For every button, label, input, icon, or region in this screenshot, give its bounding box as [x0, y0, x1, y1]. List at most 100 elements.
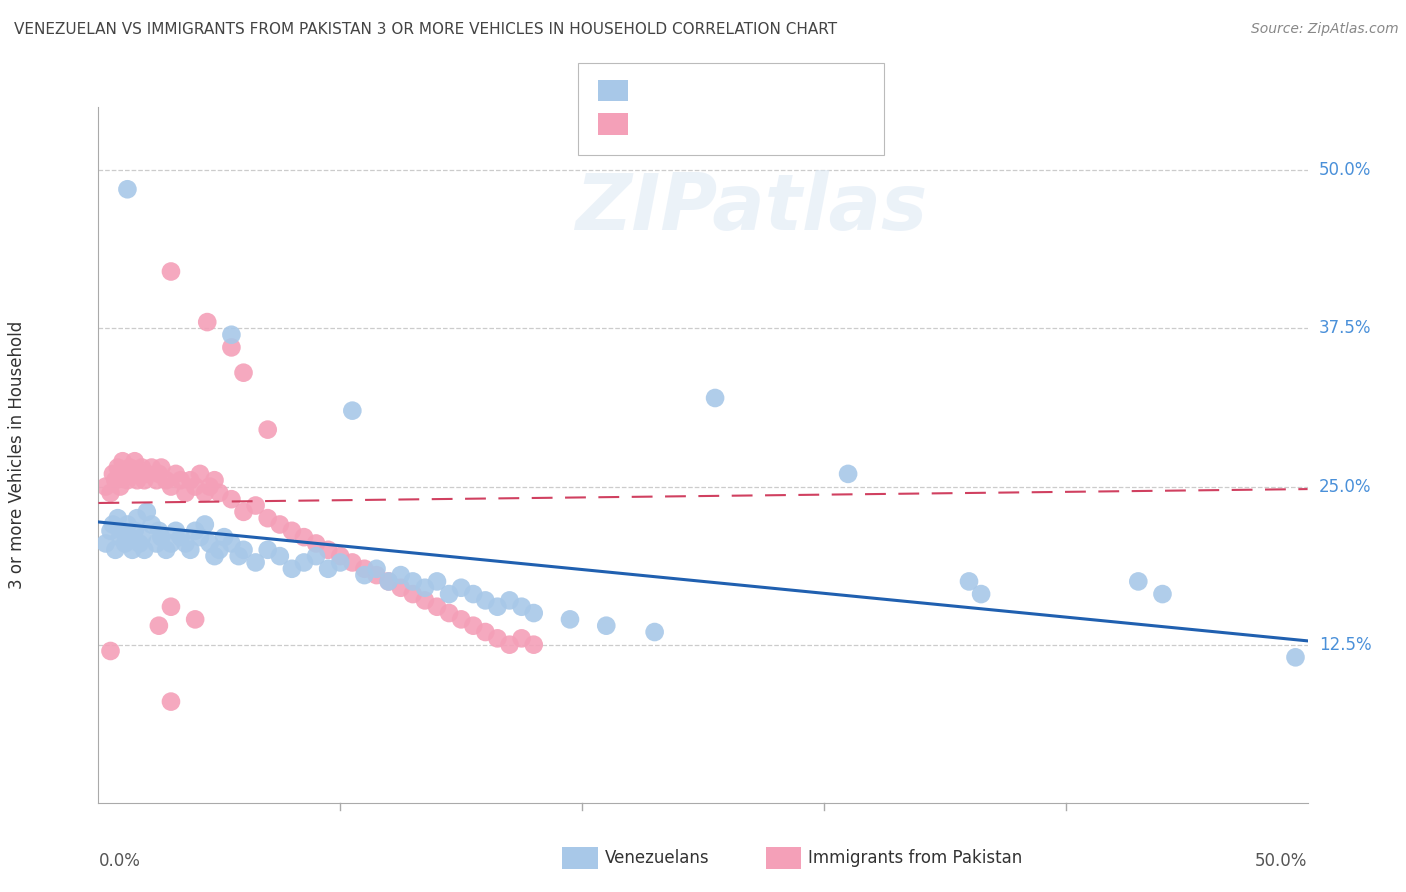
Text: R =: R =	[640, 81, 673, 95]
Point	[179, 473, 201, 487]
Point	[194, 517, 217, 532]
Point	[124, 454, 146, 468]
Point	[957, 574, 980, 589]
Point	[117, 517, 139, 532]
Point	[169, 530, 191, 544]
Point	[145, 536, 167, 550]
Point	[232, 366, 254, 380]
Point	[104, 542, 127, 557]
Point	[342, 403, 364, 417]
Point	[292, 556, 315, 570]
Text: 67: 67	[800, 81, 821, 95]
Point	[281, 524, 304, 538]
Point	[377, 574, 399, 589]
Point	[366, 562, 388, 576]
Text: 0.023: 0.023	[682, 115, 730, 129]
Point	[558, 612, 581, 626]
Point	[353, 562, 375, 576]
Point	[128, 536, 150, 550]
Point	[165, 524, 187, 538]
Point	[463, 587, 485, 601]
Point	[305, 549, 328, 563]
Point	[131, 460, 153, 475]
Point	[195, 315, 218, 329]
Text: -0.188: -0.188	[682, 81, 737, 95]
Point	[212, 530, 235, 544]
Point	[474, 593, 496, 607]
Point	[245, 499, 267, 513]
Point	[135, 467, 157, 481]
Point	[389, 568, 412, 582]
Point	[426, 574, 449, 589]
Point	[160, 695, 183, 709]
Point	[208, 486, 231, 500]
Point	[127, 511, 149, 525]
Point	[1284, 650, 1306, 665]
Point	[413, 581, 436, 595]
Point	[108, 479, 131, 493]
Point	[145, 473, 167, 487]
Point	[148, 467, 170, 481]
Point	[94, 536, 117, 550]
Point	[644, 625, 666, 640]
Point	[148, 618, 170, 632]
Point	[107, 460, 129, 475]
Point	[100, 486, 122, 500]
Point	[208, 542, 231, 557]
Point	[134, 542, 156, 557]
Text: 12.5%: 12.5%	[1319, 636, 1371, 654]
Point	[269, 517, 291, 532]
Point	[329, 556, 352, 570]
Point	[281, 562, 304, 576]
Point	[450, 581, 472, 595]
Point	[510, 632, 533, 646]
Text: Venezuelans: Venezuelans	[605, 849, 709, 867]
Point	[232, 542, 254, 557]
Point	[523, 606, 546, 620]
Point	[107, 511, 129, 525]
Point	[100, 524, 122, 538]
Point	[1128, 574, 1150, 589]
Point	[353, 568, 375, 582]
Point	[165, 467, 187, 481]
Point	[437, 606, 460, 620]
Point	[101, 467, 124, 481]
Point	[366, 568, 388, 582]
Point	[316, 562, 339, 576]
Point	[104, 473, 127, 487]
Point	[117, 473, 139, 487]
Point	[150, 530, 173, 544]
Point	[474, 625, 496, 640]
Point	[486, 632, 509, 646]
Point	[150, 460, 173, 475]
Point	[198, 536, 221, 550]
Point	[221, 536, 243, 550]
Point	[256, 511, 278, 525]
Point	[228, 549, 250, 563]
Point	[155, 542, 177, 557]
Point	[256, 423, 278, 437]
Point	[184, 612, 207, 626]
Point	[121, 542, 143, 557]
Point	[595, 618, 617, 632]
Point	[377, 574, 399, 589]
Point	[100, 644, 122, 658]
Point	[184, 479, 207, 493]
Point	[426, 599, 449, 614]
Point	[114, 467, 136, 481]
Point	[131, 530, 153, 544]
Point	[498, 593, 520, 607]
Point	[121, 467, 143, 481]
Point	[450, 612, 472, 626]
Point	[245, 556, 267, 570]
Point	[148, 524, 170, 538]
Text: R =: R =	[640, 115, 673, 129]
Point	[101, 517, 124, 532]
Point	[174, 536, 197, 550]
Point	[704, 391, 727, 405]
Point	[510, 599, 533, 614]
Text: 37.5%: 37.5%	[1319, 319, 1371, 337]
Point	[256, 542, 278, 557]
Point	[179, 542, 201, 557]
Point	[204, 549, 226, 563]
